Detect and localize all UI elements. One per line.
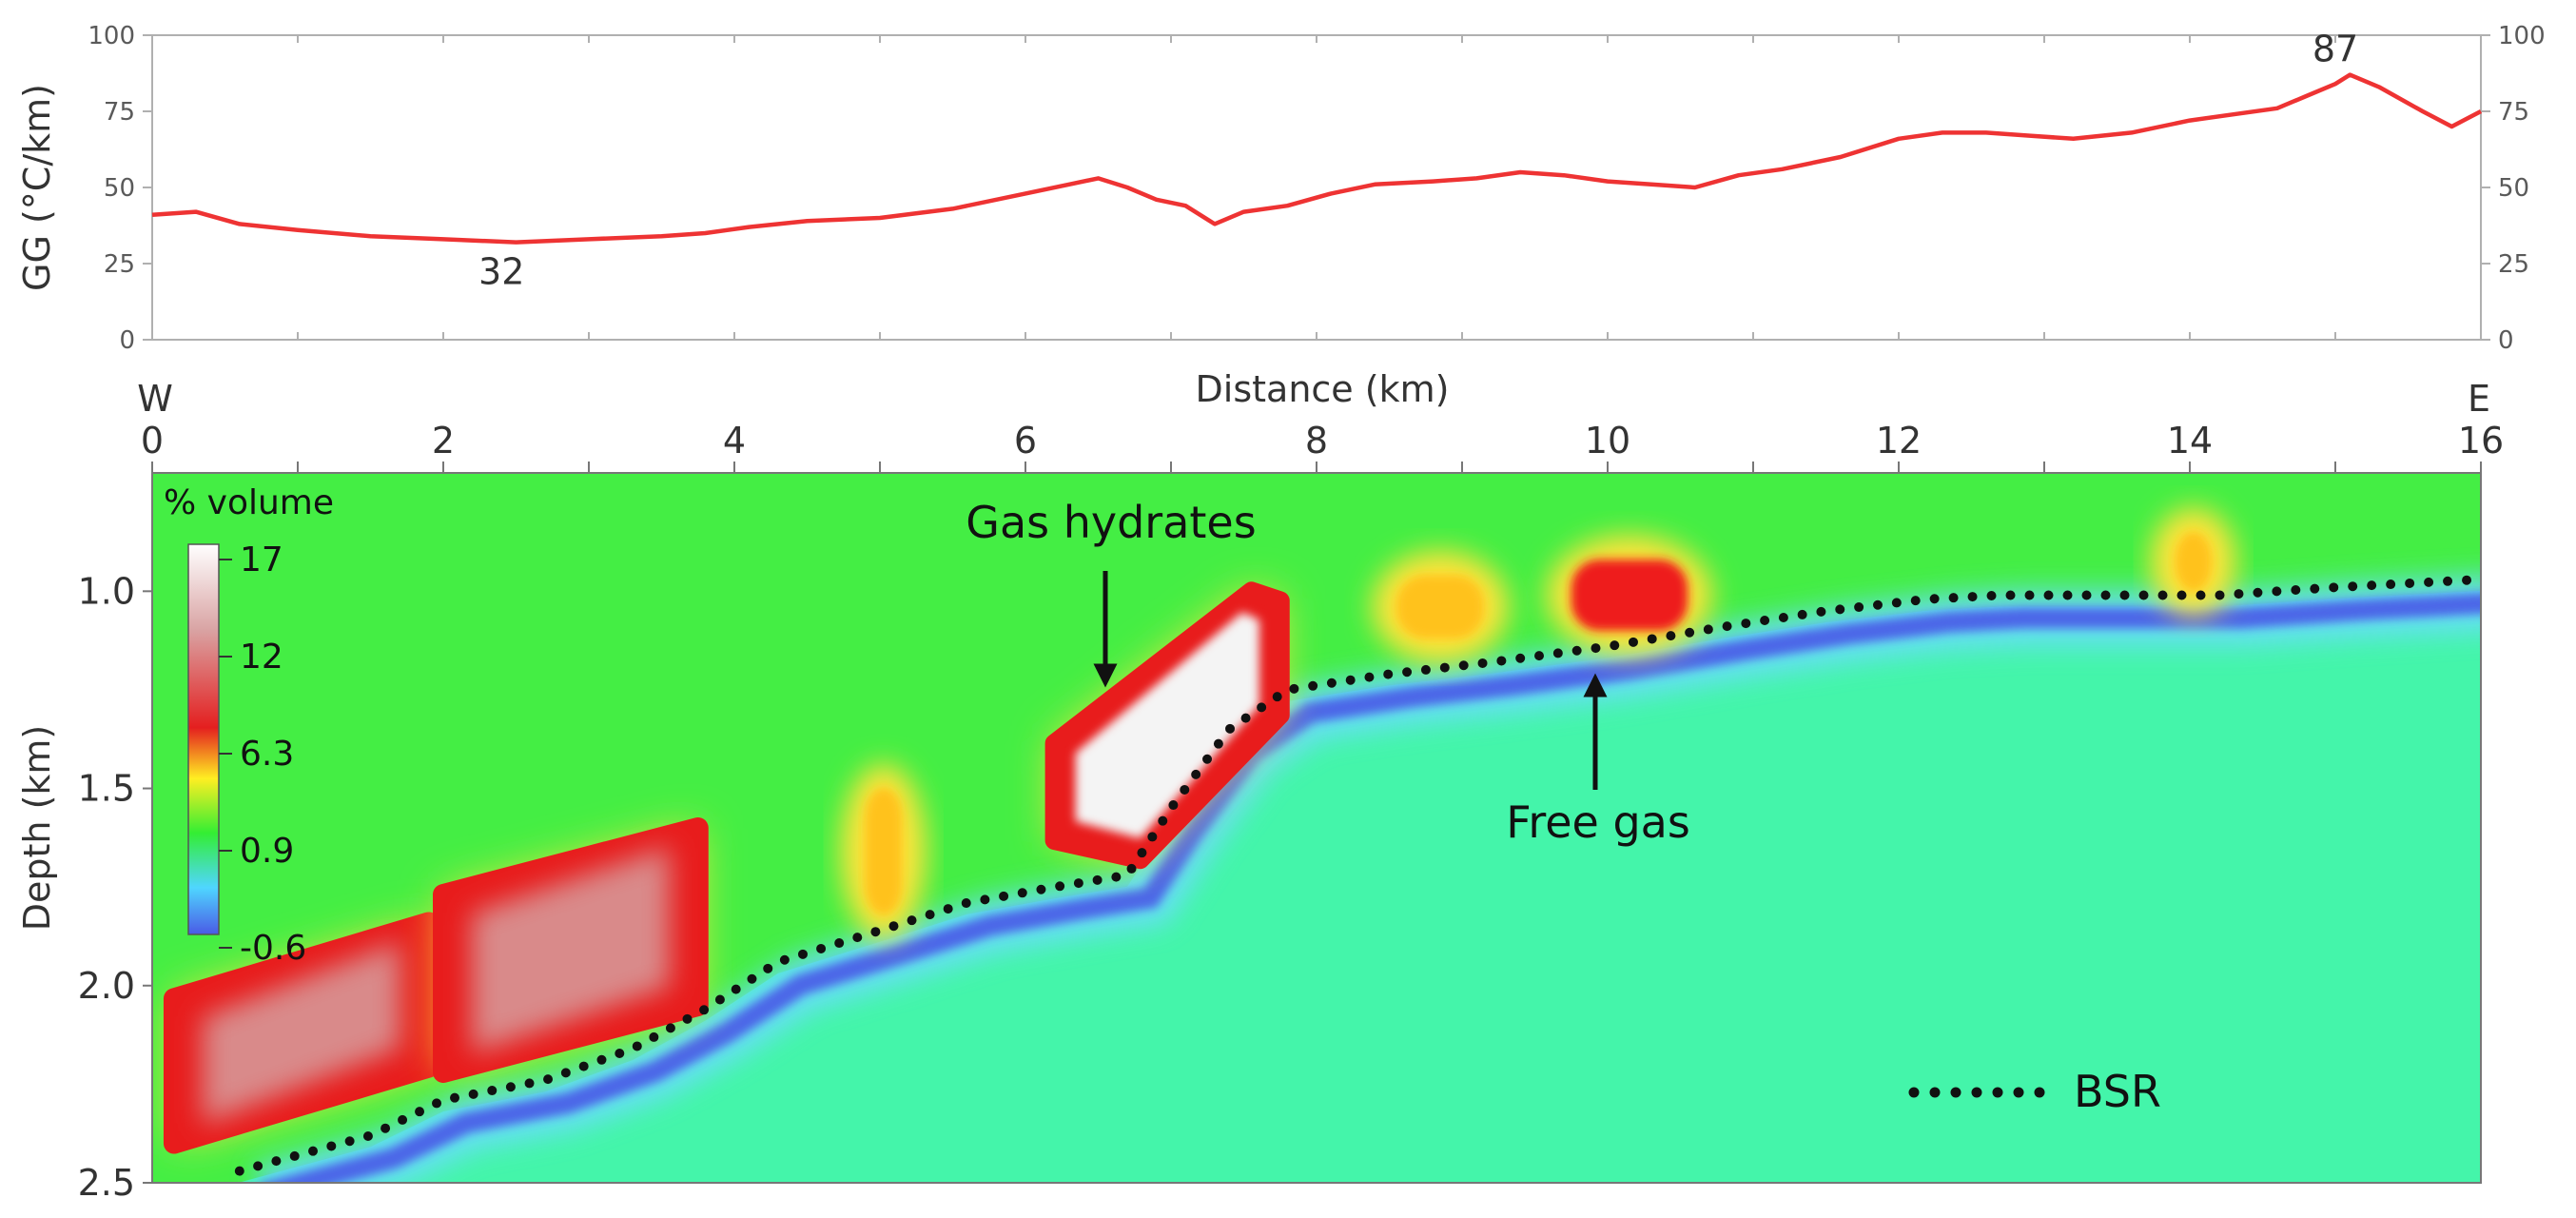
top-chart-ticks: [151, 35, 2482, 340]
gg-series-line: [151, 72, 2483, 245]
x-tick-label: 0: [141, 420, 164, 462]
east-label: E: [2468, 378, 2490, 420]
hydrate-body-core: [865, 788, 902, 915]
colorbar-tick-label: 17: [240, 540, 283, 580]
x-tick-label: 12: [1876, 420, 1922, 462]
x-tick-label: 16: [2458, 420, 2504, 462]
top-y-tick-label: 100: [88, 22, 135, 50]
gas-hydrates-label: Gas hydrates: [966, 497, 1256, 548]
colorbar-tick-label: 12: [240, 638, 283, 677]
top-y-tick-label: 75: [104, 98, 135, 127]
hydrate-body: [1546, 535, 1713, 656]
x-tick-label: 2: [432, 420, 455, 462]
depth-tick-label: 1.0: [78, 570, 135, 612]
depth-tick-label: 2.5: [78, 1162, 135, 1204]
x-tick-label: 10: [1585, 420, 1630, 462]
hydrate-body-core: [1571, 560, 1688, 631]
x-axis-label: Distance (km): [1196, 368, 1450, 410]
top-y-ticks: 0 25 50 75 100: [88, 22, 152, 355]
top-y-tick-label: 0: [119, 326, 135, 355]
bsr-line: [234, 574, 2481, 1176]
x-tick-label: 4: [723, 420, 746, 462]
depth-ticks: 1.0 1.5 2.0 2.5: [78, 570, 152, 1204]
x-tick-label: 14: [2167, 420, 2213, 462]
top-y-tick-label: 25: [104, 250, 135, 279]
heatmap-axes: [151, 472, 2482, 1184]
top-annotation-label: 32: [478, 251, 524, 293]
x-tick-label: 6: [1014, 420, 1037, 462]
top-annotations: 32 87: [478, 29, 2358, 293]
hydrate-body: [163, 912, 439, 1154]
colorbar-tick-label: 6.3: [240, 735, 294, 774]
colorbar-tick-label: -0.6: [240, 929, 306, 968]
hydrate-body: [840, 763, 927, 940]
top-y-tick-label: 50: [104, 174, 135, 203]
hydrate-body: [2150, 507, 2236, 617]
top-right-y-tick-label: 25: [2498, 250, 2529, 279]
colorbar-title: % volume: [164, 483, 334, 522]
volume-heatmap: 1.0 1.5 2.0 2.5 Depth (km) % volume 17 12 6.3…: [16, 472, 2482, 1204]
depth-axis-label: Depth (km): [16, 725, 58, 932]
top-y-axis-label: GG (°C/km): [16, 84, 58, 291]
colorbar: [187, 543, 220, 935]
hydrate-body-core: [202, 941, 400, 1125]
top-annotation-label: 87: [2313, 29, 2358, 70]
gg-line-chart: 0 25 50 75 100 0 25 50 75 100 32 87 GG (°C/km): [16, 22, 2546, 355]
depth-tick-label: 2.0: [78, 965, 135, 1007]
free-gas-label: Free gas: [1506, 796, 1690, 848]
top-right-y-ticks: 0 25 50 75 100: [2481, 22, 2546, 355]
colorbar-ticks: 17 12 6.3 0.9 -0.6: [219, 540, 306, 968]
hydrate-body-core: [2175, 532, 2212, 592]
top-right-y-tick-label: 50: [2498, 174, 2529, 203]
hydrate-body-core: [1396, 575, 1484, 639]
top-right-y-tick-label: 0: [2498, 326, 2514, 355]
hydrate-bodies: [163, 507, 2236, 1154]
hydrate-body-core: [1075, 612, 1259, 839]
x-tick-label: 8: [1305, 420, 1328, 462]
west-label: W: [137, 378, 173, 420]
top-right-y-tick-label: 75: [2498, 98, 2529, 127]
hydrate-body: [433, 817, 709, 1083]
depth-tick-label: 1.5: [78, 768, 135, 810]
top-right-y-tick-label: 100: [2498, 22, 2546, 50]
x-ticks: 0 2 4 6 8 10 12 14 16: [141, 420, 2504, 473]
colorbar-tick-label: 0.9: [240, 832, 294, 871]
legend: BSR: [1908, 1066, 2161, 1117]
hydrate-body: [1372, 550, 1509, 664]
hydrate-body-core: [472, 847, 670, 1053]
hydrate-body: [1044, 581, 1290, 870]
top-chart-axes: [151, 34, 2482, 341]
legend-bsr-label: BSR: [2074, 1066, 2161, 1117]
